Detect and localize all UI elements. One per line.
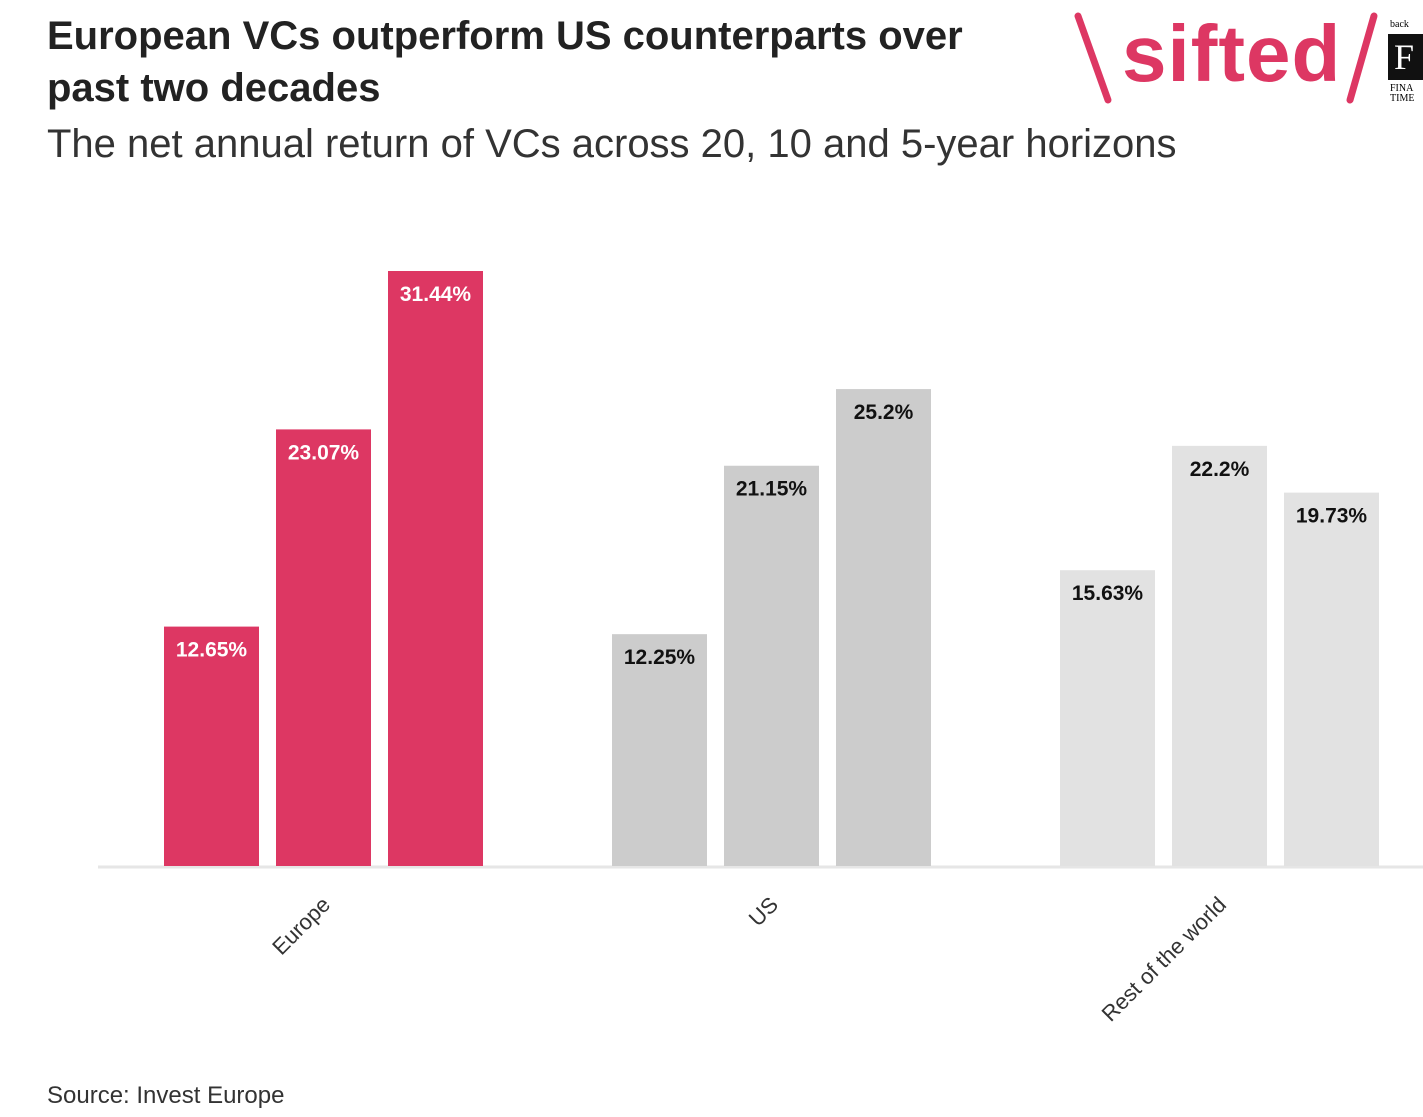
x-tick-label-1: US — [744, 892, 783, 931]
data-label-0-1: 23.07% — [288, 441, 360, 464]
ft-badge-letter: F — [1388, 34, 1423, 80]
data-label-0-0: 12.65% — [176, 639, 248, 662]
data-label-2-0: 15.63% — [1072, 582, 1144, 605]
brand-logo: sifted back F FINA TIME — [1070, 8, 1423, 108]
ft-badge-line2: TIME — [1390, 93, 1415, 104]
bar-0-1 — [276, 429, 371, 866]
data-label-0-2: 31.44% — [400, 283, 472, 306]
bar-2-1 — [1172, 445, 1267, 866]
data-label-2-1: 22.2% — [1190, 458, 1250, 481]
logo-wordmark: sifted — [1122, 9, 1342, 98]
bar-1-2 — [836, 389, 931, 866]
ft-badge: back F FINA TIME — [1388, 18, 1423, 108]
bar-2-0 — [1060, 570, 1155, 866]
bar-1-1 — [724, 465, 819, 866]
chart-title: European VCs outperform US counterparts … — [47, 14, 963, 110]
data-label-1-0: 12.25% — [624, 646, 696, 669]
ft-badge-top: back — [1390, 19, 1409, 30]
ft-badge-line1: FINA — [1390, 83, 1414, 94]
chart-subtitle: The net annual return of VCs across 20, … — [47, 122, 1177, 166]
bar-0-2 — [388, 271, 483, 866]
x-tick-label-2: Rest of the world — [1097, 892, 1231, 1026]
bar-0-0 — [164, 626, 259, 866]
data-label-1-2: 25.2% — [854, 401, 914, 424]
data-label-1-1: 21.15% — [736, 478, 808, 501]
slash-right-icon — [1346, 12, 1378, 104]
bar-1-0 — [612, 634, 707, 866]
slash-left-icon — [1074, 12, 1112, 104]
data-label-2-2: 19.73% — [1296, 505, 1368, 528]
source-note: Source: Invest Europe — [47, 1082, 285, 1109]
bar-2-2 — [1284, 492, 1379, 866]
x-tick-label-0: Europe — [267, 892, 335, 960]
